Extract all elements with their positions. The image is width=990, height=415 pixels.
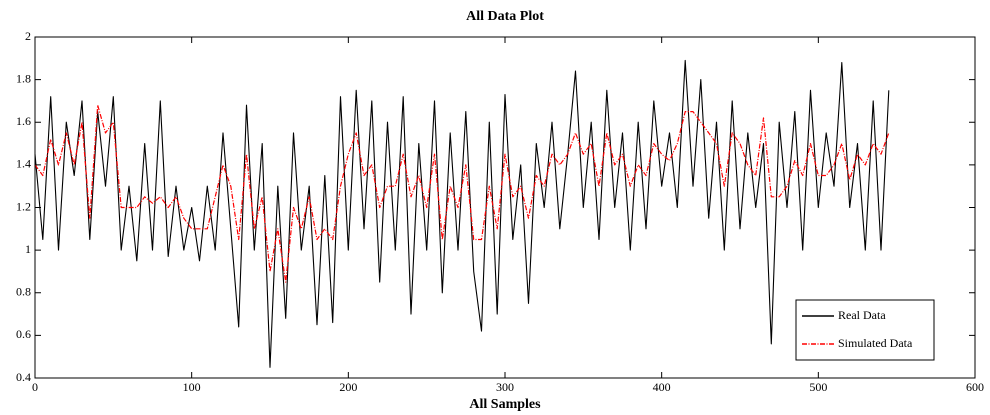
plot-frame bbox=[34, 36, 976, 379]
x-tick-label: 500 bbox=[809, 380, 827, 394]
y-tick-label: 1.2 bbox=[16, 199, 31, 213]
series-line bbox=[34, 59, 890, 368]
y-tick-label: 1.8 bbox=[16, 71, 31, 85]
x-tick-label: 0 bbox=[32, 380, 38, 394]
y-tick-label: 2 bbox=[25, 29, 31, 43]
y-tick-label: 1.6 bbox=[16, 114, 31, 128]
legend-label: Simulated Data bbox=[838, 336, 913, 350]
legend-box bbox=[795, 299, 935, 361]
chart-title: All Data Plot bbox=[466, 9, 544, 24]
y-tick-label: 0.8 bbox=[16, 285, 31, 299]
x-tick-label: 600 bbox=[966, 380, 984, 394]
x-tick-label: 100 bbox=[183, 380, 201, 394]
x-tick-label: 300 bbox=[496, 380, 514, 394]
x-axis-label: All Samples bbox=[469, 397, 541, 412]
y-tick-label: 0.6 bbox=[16, 327, 31, 341]
y-tick-label: 1.4 bbox=[16, 157, 31, 171]
y-tick-label: 0.4 bbox=[16, 370, 31, 384]
legend-label: Real Data bbox=[838, 308, 886, 322]
series-line bbox=[34, 104, 890, 283]
y-tick-label: 1 bbox=[25, 242, 31, 256]
x-tick-label: 200 bbox=[339, 380, 357, 394]
x-tick-label: 400 bbox=[653, 380, 671, 394]
